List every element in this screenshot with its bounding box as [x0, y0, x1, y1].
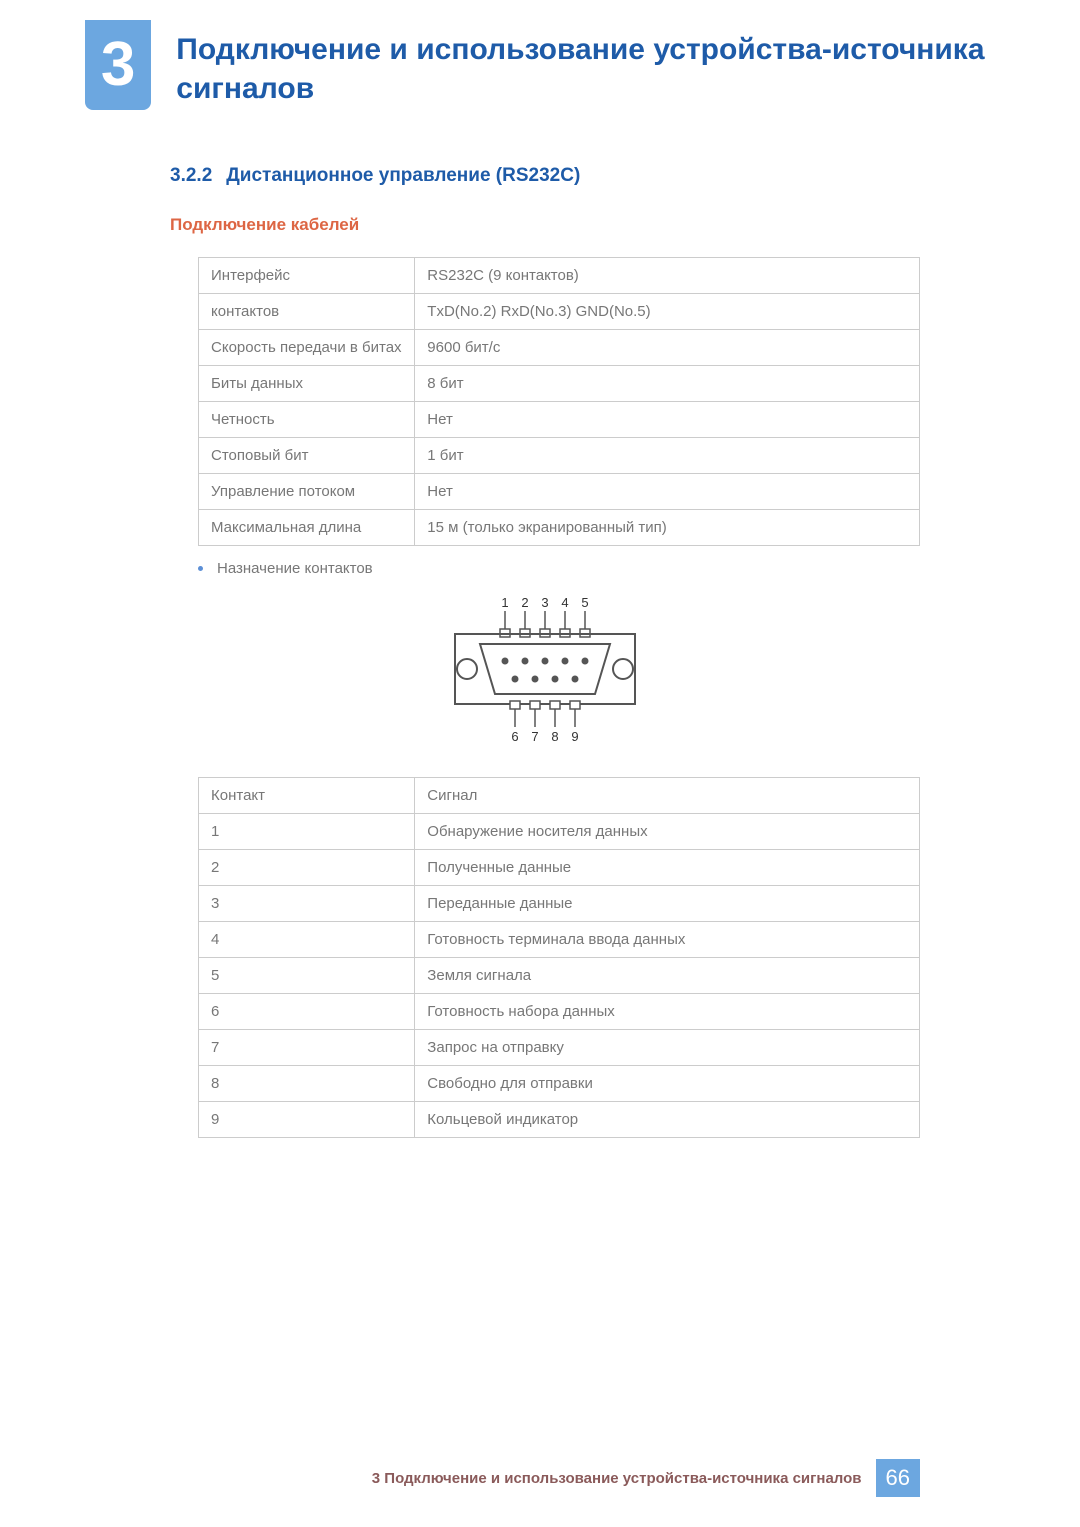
section-heading: 3.2.2 Дистанционное управление (RS232C) [170, 165, 920, 187]
table-cell: контактов [199, 294, 415, 330]
table-cell: Полученные данные [415, 850, 920, 886]
table-cell: Переданные данные [415, 886, 920, 922]
table-cell: Управление потоком [199, 474, 415, 510]
table-cell: Готовность набора данных [415, 994, 920, 1030]
table-cell: 8 [199, 1066, 415, 1102]
page-header: 3 Подключение и использование устройства… [0, 0, 1080, 110]
table-cell: 4 [199, 922, 415, 958]
table-cell: Нет [415, 474, 920, 510]
page-number: 66 [876, 1459, 920, 1497]
table-cell: 3 [199, 886, 415, 922]
table-cell: Готовность терминала ввода данных [415, 922, 920, 958]
table-cell: TxD(No.2) RxD(No.3) GND(No.5) [415, 294, 920, 330]
svg-text:1: 1 [501, 595, 508, 610]
page-footer: 3 Подключение и использование устройства… [372, 1459, 920, 1497]
table-row: ЧетностьНет [199, 402, 920, 438]
table-cell: 5 [199, 958, 415, 994]
pin-table: КонтактСигнал1Обнаружение носителя данны… [198, 777, 920, 1138]
svg-text:9: 9 [571, 729, 578, 744]
svg-text:3: 3 [541, 595, 548, 610]
svg-text:2: 2 [521, 595, 528, 610]
table-cell: Контакт [199, 778, 415, 814]
table-cell: Биты данных [199, 366, 415, 402]
table-row: 1Обнаружение носителя данных [199, 814, 920, 850]
bullet-label: Назначение контактов [217, 560, 373, 577]
svg-text:6: 6 [511, 729, 518, 744]
page-content: 3.2.2 Дистанционное управление (RS232C) П… [0, 110, 1080, 1138]
table-row: 7Запрос на отправку [199, 1030, 920, 1066]
table-row: 8Свободно для отправки [199, 1066, 920, 1102]
table-row: 2Полученные данные [199, 850, 920, 886]
table-cell: Нет [415, 402, 920, 438]
table-cell: 6 [199, 994, 415, 1030]
bullet-icon [198, 566, 203, 571]
table-row: КонтактСигнал [199, 778, 920, 814]
connector-diagram: 12345 6789 [170, 589, 920, 759]
table-cell: Запрос на отправку [415, 1030, 920, 1066]
table-cell: Интерфейс [199, 258, 415, 294]
table-cell: Свободно для отправки [415, 1066, 920, 1102]
table-cell: 1 [199, 814, 415, 850]
table-row: Управление потокомНет [199, 474, 920, 510]
table-row: 4Готовность терминала ввода данных [199, 922, 920, 958]
table-row: контактовTxD(No.2) RxD(No.3) GND(No.5) [199, 294, 920, 330]
table-row: Скорость передачи в битах9600 бит/с [199, 330, 920, 366]
table-row: 9Кольцевой индикатор [199, 1102, 920, 1138]
table-row: 3Переданные данные [199, 886, 920, 922]
table-cell: Обнаружение носителя данных [415, 814, 920, 850]
table-cell: Стоповый бит [199, 438, 415, 474]
table-cell: Земля сигнала [415, 958, 920, 994]
table-cell: RS232C (9 контактов) [415, 258, 920, 294]
table-cell: Максимальная длина [199, 510, 415, 546]
svg-text:5: 5 [581, 595, 588, 610]
spec-table: ИнтерфейсRS232C (9 контактов)контактовTx… [198, 257, 920, 546]
table-cell: 9 [199, 1102, 415, 1138]
table-row: Максимальная длина15 м (только экраниров… [199, 510, 920, 546]
table-cell: 8 бит [415, 366, 920, 402]
table-row: Биты данных8 бит [199, 366, 920, 402]
table-cell: Четность [199, 402, 415, 438]
table-cell: Кольцевой индикатор [415, 1102, 920, 1138]
svg-text:8: 8 [551, 729, 558, 744]
table-row: 5Земля сигнала [199, 958, 920, 994]
table-row: 6Готовность набора данных [199, 994, 920, 1030]
section-title: Дистанционное управление (RS232C) [226, 165, 580, 186]
chapter-badge: 3 [85, 20, 151, 110]
table-cell: 15 м (только экранированный тип) [415, 510, 920, 546]
svg-text:7: 7 [531, 729, 538, 744]
table-cell: 2 [199, 850, 415, 886]
table-cell: 7 [199, 1030, 415, 1066]
footer-text: 3 Подключение и использование устройства… [372, 1470, 862, 1487]
chapter-title: Подключение и использование устройства-и… [176, 20, 1080, 108]
table-cell: Скорость передачи в битах [199, 330, 415, 366]
svg-text:4: 4 [561, 595, 568, 610]
table-cell: 1 бит [415, 438, 920, 474]
subheading: Подключение кабелей [170, 215, 920, 235]
table-cell: 9600 бит/с [415, 330, 920, 366]
table-cell: Сигнал [415, 778, 920, 814]
bullet-item: Назначение контактов [198, 560, 920, 577]
section-number: 3.2.2 [170, 165, 212, 186]
table-row: ИнтерфейсRS232C (9 контактов) [199, 258, 920, 294]
table-row: Стоповый бит1 бит [199, 438, 920, 474]
db9-connector-icon: 12345 6789 [420, 589, 670, 759]
